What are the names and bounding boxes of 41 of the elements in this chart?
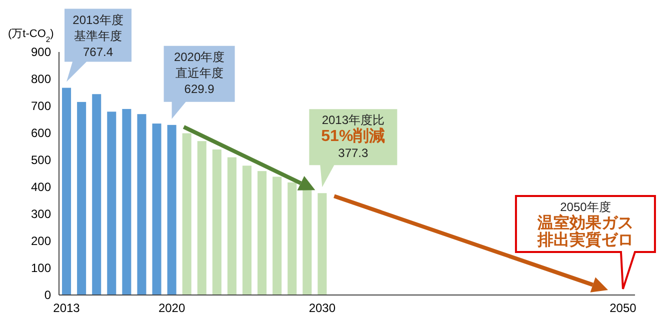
- x-tick-label: 2013: [53, 301, 80, 315]
- annotation: 2013年度比: [322, 113, 385, 128]
- bar: [288, 182, 297, 295]
- x-tick-label: 2050: [610, 301, 637, 315]
- bar: [122, 108, 132, 295]
- bar: [152, 124, 162, 295]
- y-tick-label: 100: [30, 261, 52, 276]
- text: 2013年度基準年度: [72, 12, 124, 43]
- bar: [137, 114, 146, 295]
- bar: [242, 166, 252, 295]
- y-tick-label: 300: [30, 207, 52, 222]
- y-tick-label: 200: [30, 234, 52, 248]
- bar: [212, 149, 222, 295]
- annotation: 629.9: [184, 82, 215, 96]
- bar: [77, 102, 86, 295]
- bar: [272, 176, 282, 295]
- bar: [92, 94, 102, 295]
- y-tick-label: 500: [30, 153, 52, 168]
- annotation: 温室効果ガス排出実質ゼロ: [536, 213, 634, 249]
- x-tick-label: 2030: [308, 301, 336, 315]
- bar: [197, 141, 206, 295]
- annotation: 51%削減: [321, 127, 386, 146]
- bar: [62, 88, 72, 295]
- y-tick-label: 700: [30, 99, 52, 114]
- x-tick-label: 2020: [158, 301, 186, 315]
- bar: [167, 124, 176, 295]
- bar: [318, 193, 327, 295]
- annotation: 2020年度直近年度: [174, 50, 225, 80]
- y-tick-label: 900: [30, 45, 52, 60]
- annotation: 767.4: [83, 44, 114, 59]
- y-tick-label: 800: [30, 72, 52, 86]
- bar: [258, 171, 267, 295]
- bar: [227, 157, 236, 295]
- annotation: 377.3: [338, 146, 369, 160]
- y-tick-label: 0: [44, 288, 52, 302]
- y-axis-title: (万t-CO$_{2}$): [8, 28, 54, 44]
- y-tick-label: 400: [30, 180, 52, 194]
- y-tick-label: 600: [30, 126, 52, 140]
- bar: [182, 133, 192, 295]
- annotation: 2050年度: [560, 200, 611, 214]
- bar: [107, 112, 116, 295]
